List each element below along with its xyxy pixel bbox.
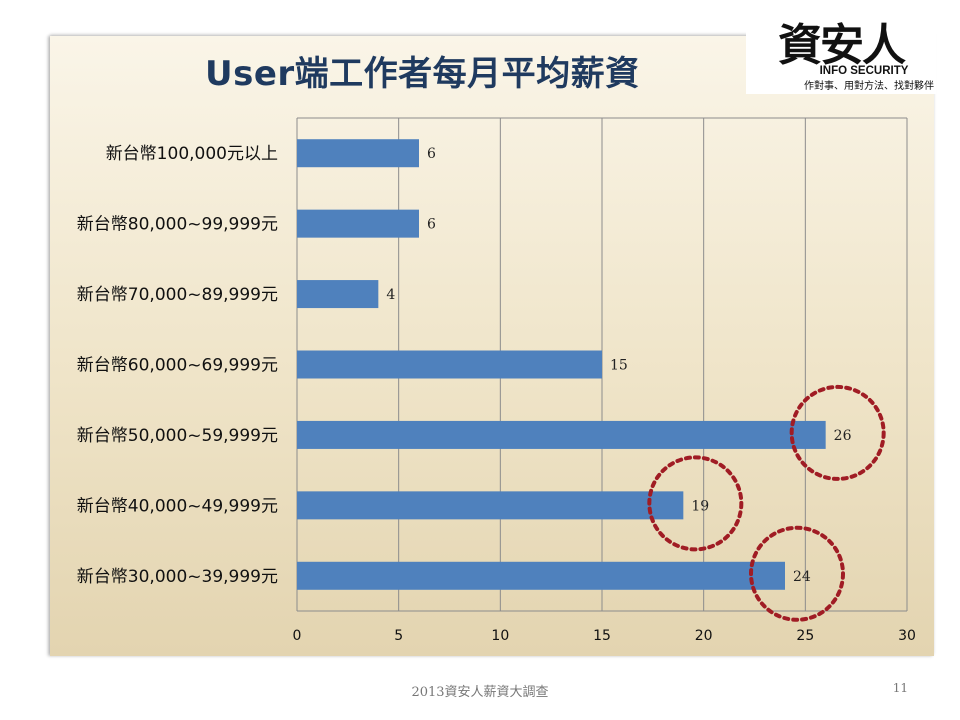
highlight-circle	[789, 384, 886, 481]
labels: 0 5 10 15 20 25 30 新台幣100,000元以上 6 新台幣80,000~99,9…	[77, 144, 916, 644]
data-label: 19	[691, 498, 709, 514]
bar	[297, 280, 379, 309]
x-tick-label: 10	[491, 628, 509, 644]
data-label: 6	[427, 146, 436, 162]
bar	[297, 491, 684, 520]
category-label: 新台幣60,000~69,999元	[77, 356, 278, 376]
category-label: 新台幣30,000~39,999元	[77, 567, 278, 587]
data-label: 15	[610, 358, 628, 374]
x-tick-label: 30	[898, 628, 916, 644]
x-tick-label: 0	[293, 628, 302, 644]
highlight-circle	[749, 525, 845, 622]
brand-logo: 資安人 INFO SECURITY 作對事、用對方法、找對夥伴	[746, 8, 936, 94]
category-label: 新台幣50,000~59,999元	[77, 426, 278, 446]
category-label: 新台幣80,000~99,999元	[77, 215, 278, 235]
data-label: 26	[834, 428, 852, 444]
data-label: 4	[386, 287, 395, 303]
bar	[297, 350, 602, 379]
bar	[297, 561, 785, 590]
x-tick-label: 15	[593, 628, 611, 644]
bar	[297, 209, 419, 238]
bar	[297, 420, 826, 449]
logo-tagline: 作對事、用對方法、找對夥伴	[804, 79, 934, 92]
logo-wordmark: 資安人	[778, 20, 906, 71]
page-number: 11	[892, 681, 908, 695]
slide-title: User端工作者每月平均薪資	[205, 54, 640, 94]
footer-caption: 2013資安人薪資大調查	[411, 685, 549, 700]
brand-logo-graphic: 資安人 INFO SECURITY 作對事、用對方法、找對夥伴	[778, 20, 934, 92]
bar	[297, 139, 419, 168]
category-label: 新台幣70,000~89,999元	[77, 285, 278, 305]
category-label: 新台幣40,000~49,999元	[77, 496, 278, 516]
category-label: 新台幣100,000元以上	[106, 144, 278, 164]
slide-background	[50, 36, 934, 656]
x-tick-label: 25	[796, 628, 814, 644]
x-tick-label: 20	[695, 628, 713, 644]
logo-subtitle: INFO SECURITY	[820, 65, 909, 77]
highlight-circles	[647, 384, 886, 622]
bars	[297, 139, 826, 590]
highlight-circle	[647, 455, 744, 552]
x-tick-label: 5	[394, 628, 403, 644]
data-label: 6	[427, 217, 436, 233]
data-label: 24	[793, 569, 811, 585]
grid-lines	[296, 117, 908, 612]
